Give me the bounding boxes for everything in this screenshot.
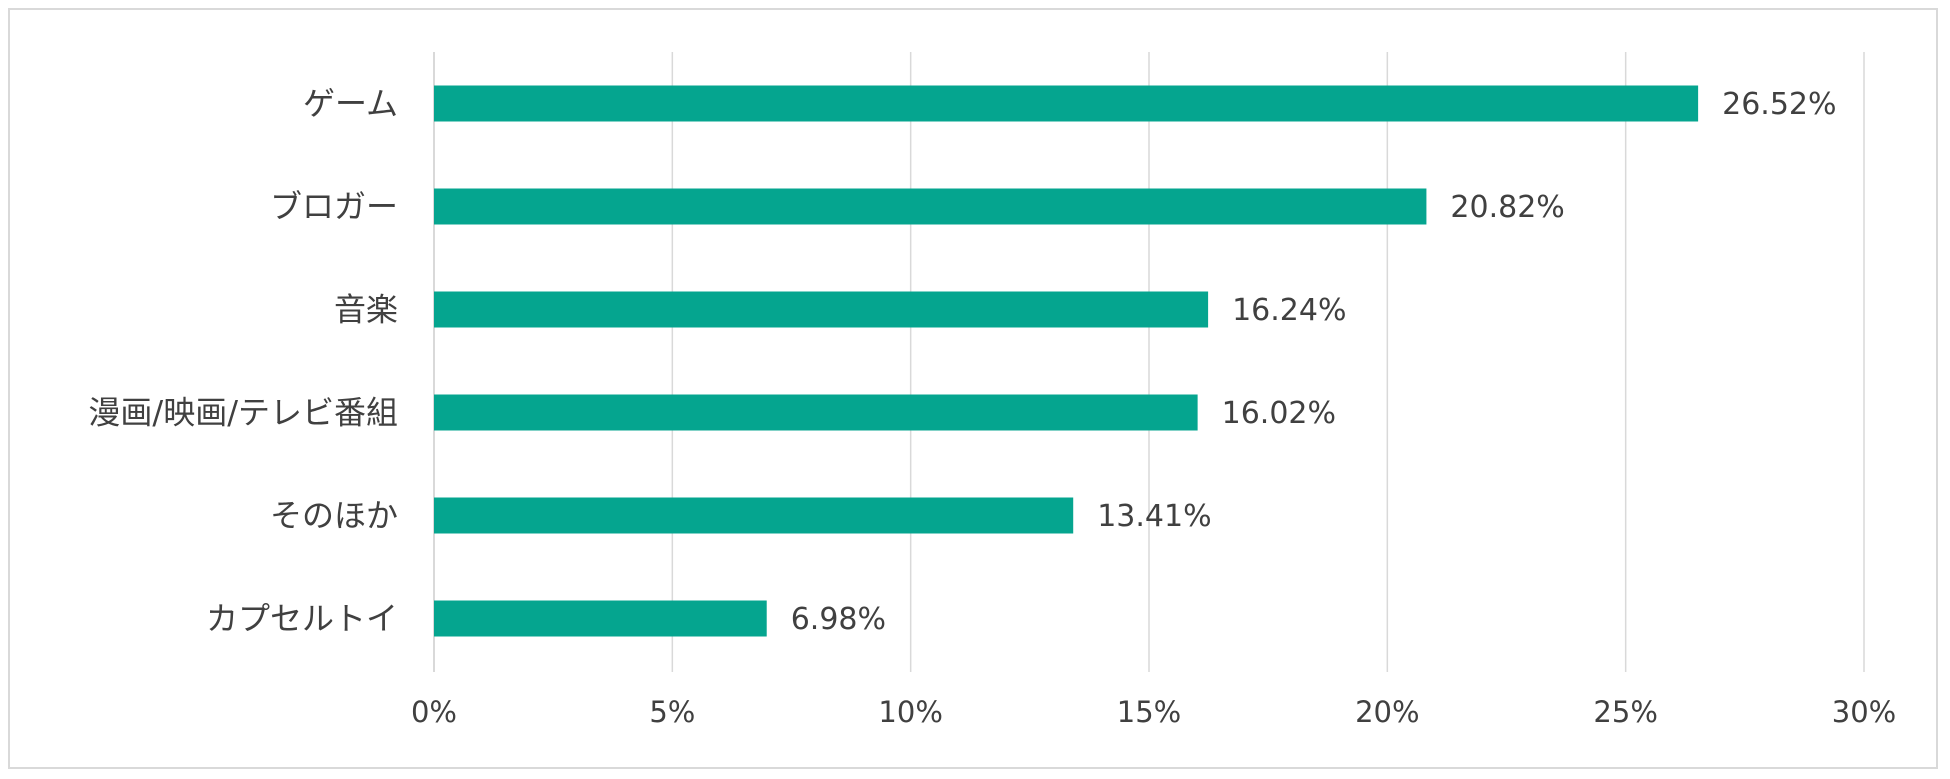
- data-labels: 26.52% 20.82% 16.24% 16.02% 13.41% 6.98%: [791, 87, 1837, 637]
- data-label: 20.82%: [1450, 190, 1564, 225]
- category-label: そのほか: [270, 497, 398, 535]
- x-tick-label: 5%: [649, 695, 695, 729]
- x-tick-label: 15%: [1117, 695, 1181, 729]
- chart-frame: [8, 8, 1938, 769]
- x-tick-label: 20%: [1355, 695, 1419, 729]
- bar: [434, 85, 1699, 122]
- x-tick-label: 10%: [878, 695, 942, 729]
- x-axis-tick-labels: 0% 5% 10% 15% 20% 25% 30%: [411, 695, 1896, 729]
- x-tick-label: 30%: [1832, 695, 1896, 729]
- category-label: ゲーム: [303, 85, 398, 123]
- category-label: 漫画/映画/テレビ番組: [88, 394, 398, 432]
- data-label: 26.52%: [1722, 87, 1836, 122]
- data-label: 16.02%: [1222, 396, 1336, 431]
- data-label: 6.98%: [791, 602, 886, 637]
- bar: [434, 600, 767, 637]
- bars: [434, 85, 1699, 637]
- data-label: 13.41%: [1097, 499, 1211, 534]
- category-label: ブロガー: [270, 188, 398, 226]
- bar: [434, 188, 1427, 225]
- gridlines: [671, 52, 1865, 672]
- category-label: カプセルトイ: [206, 600, 398, 638]
- category-label: 音楽: [334, 291, 398, 329]
- bar: [434, 497, 1074, 534]
- x-tick-label: 0%: [411, 695, 457, 729]
- bar: [434, 291, 1209, 328]
- bar: [434, 394, 1198, 431]
- x-tick-label: 25%: [1593, 695, 1657, 729]
- data-label: 16.24%: [1232, 293, 1346, 328]
